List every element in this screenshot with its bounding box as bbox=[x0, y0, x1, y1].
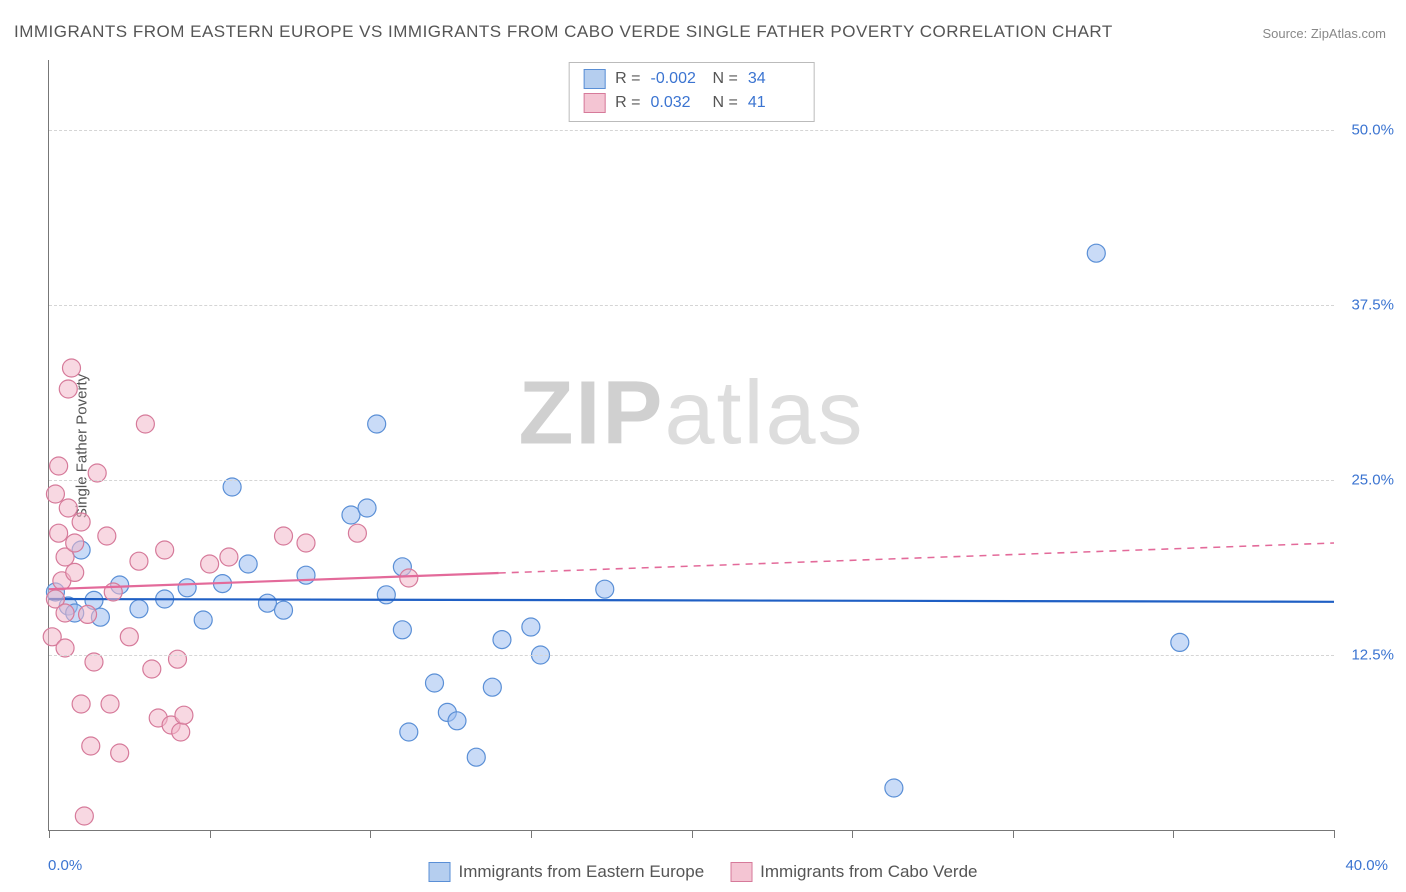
trend-line bbox=[49, 599, 1334, 602]
swatch-blue-icon bbox=[429, 862, 451, 882]
data-point bbox=[120, 628, 138, 646]
data-point bbox=[178, 579, 196, 597]
data-point bbox=[448, 712, 466, 730]
data-point bbox=[297, 566, 315, 584]
data-point bbox=[348, 524, 366, 542]
x-tick bbox=[370, 830, 371, 838]
x-tick bbox=[852, 830, 853, 838]
x-tick bbox=[531, 830, 532, 838]
data-point bbox=[400, 569, 418, 587]
data-point bbox=[885, 779, 903, 797]
x-tick bbox=[49, 830, 50, 838]
x-tick bbox=[210, 830, 211, 838]
data-point bbox=[169, 650, 187, 668]
swatch-blue bbox=[583, 69, 605, 89]
stats-row-blue: R = -0.002 N = 34 bbox=[583, 67, 800, 91]
y-tick-label: 12.5% bbox=[1351, 647, 1394, 664]
data-point bbox=[258, 594, 276, 612]
x-tick bbox=[692, 830, 693, 838]
data-point bbox=[79, 605, 97, 623]
data-point bbox=[596, 580, 614, 598]
data-point bbox=[220, 548, 238, 566]
data-point bbox=[358, 499, 376, 517]
data-point bbox=[467, 748, 485, 766]
data-point bbox=[201, 555, 219, 573]
chart-title: IMMIGRANTS FROM EASTERN EUROPE VS IMMIGR… bbox=[14, 22, 1113, 42]
data-point bbox=[59, 380, 77, 398]
data-point bbox=[46, 485, 64, 503]
legend-item-blue: Immigrants from Eastern Europe bbox=[429, 862, 705, 882]
data-point bbox=[66, 534, 84, 552]
data-point bbox=[101, 695, 119, 713]
trend-line-dashed bbox=[499, 543, 1334, 573]
plot-area: ZIPatlas R = -0.002 N = 34 R = 0.032 N =… bbox=[48, 60, 1334, 831]
x-tick bbox=[1013, 830, 1014, 838]
data-point bbox=[1171, 633, 1189, 651]
x-tick-min: 0.0% bbox=[48, 857, 82, 874]
data-point bbox=[130, 600, 148, 618]
data-point bbox=[377, 586, 395, 604]
stats-row-pink: R = 0.032 N = 41 bbox=[583, 91, 800, 115]
data-point bbox=[62, 359, 80, 377]
gridline bbox=[49, 480, 1334, 481]
data-point bbox=[426, 674, 444, 692]
data-point bbox=[50, 524, 68, 542]
data-point bbox=[172, 723, 190, 741]
source-label: Source: ZipAtlas.com bbox=[1262, 26, 1386, 41]
y-tick-label: 25.0% bbox=[1351, 472, 1394, 489]
legend-item-pink: Immigrants from Cabo Verde bbox=[730, 862, 977, 882]
stats-box: R = -0.002 N = 34 R = 0.032 N = 41 bbox=[568, 62, 815, 122]
y-tick-label: 37.5% bbox=[1351, 297, 1394, 314]
data-point bbox=[72, 695, 90, 713]
data-point bbox=[297, 534, 315, 552]
data-point bbox=[275, 601, 293, 619]
data-point bbox=[393, 621, 411, 639]
data-point bbox=[136, 415, 154, 433]
data-point bbox=[483, 678, 501, 696]
data-point bbox=[493, 631, 511, 649]
data-point bbox=[194, 611, 212, 629]
data-point bbox=[82, 737, 100, 755]
data-point bbox=[75, 807, 93, 825]
data-point bbox=[342, 506, 360, 524]
chart-svg bbox=[49, 60, 1334, 830]
data-point bbox=[111, 744, 129, 762]
data-point bbox=[59, 499, 77, 517]
gridline bbox=[49, 655, 1334, 656]
y-tick-label: 50.0% bbox=[1351, 122, 1394, 139]
data-point bbox=[156, 541, 174, 559]
data-point bbox=[66, 563, 84, 581]
data-point bbox=[130, 552, 148, 570]
gridline bbox=[49, 305, 1334, 306]
data-point bbox=[368, 415, 386, 433]
x-tick bbox=[1173, 830, 1174, 838]
data-point bbox=[56, 604, 74, 622]
data-point bbox=[239, 555, 257, 573]
swatch-pink-icon bbox=[730, 862, 752, 882]
swatch-pink bbox=[583, 93, 605, 113]
x-tick bbox=[1334, 830, 1335, 838]
x-tick-max: 40.0% bbox=[1345, 857, 1388, 874]
gridline bbox=[49, 130, 1334, 131]
data-point bbox=[72, 513, 90, 531]
bottom-legend: Immigrants from Eastern Europe Immigrant… bbox=[419, 862, 988, 882]
data-point bbox=[143, 660, 161, 678]
data-point bbox=[1087, 244, 1105, 262]
data-point bbox=[175, 706, 193, 724]
data-point bbox=[522, 618, 540, 636]
data-point bbox=[50, 457, 68, 475]
data-point bbox=[98, 527, 116, 545]
data-point bbox=[400, 723, 418, 741]
data-point bbox=[275, 527, 293, 545]
